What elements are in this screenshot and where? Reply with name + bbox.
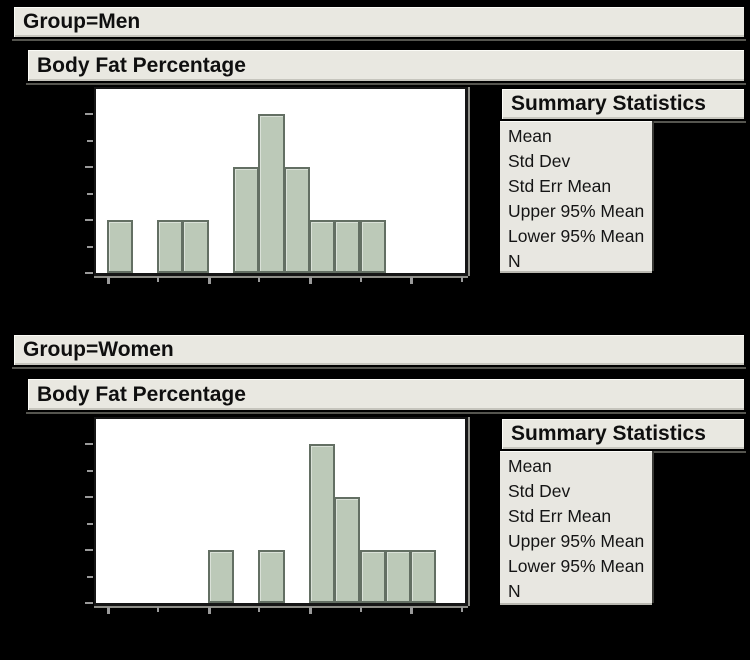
y-axis-tick: [85, 602, 93, 604]
group-header-men[interactable]: Group=Men: [12, 5, 746, 39]
x-axis-tick: [308, 607, 312, 614]
summary-stat-label: Std Dev: [508, 481, 571, 501]
summary-stat-label: Upper 95% Mean: [508, 201, 645, 221]
x-axis-tick: [157, 607, 160, 612]
summary-stat-label: N: [508, 251, 521, 271]
y-axis-tick: [85, 113, 93, 115]
variable-header-men[interactable]: Body Fat Percentage: [26, 48, 746, 83]
x-axis-tick: [460, 607, 463, 612]
variable-header-women[interactable]: Body Fat Percentage: [26, 377, 746, 412]
y-axis-tick: [85, 166, 93, 168]
summary-statistics-table-men: Mean Std Dev Std Err Mean Upper 95% Mean…: [500, 121, 652, 271]
summary-stat-label: Mean: [508, 456, 552, 476]
histogram-bar[interactable]: [308, 220, 336, 273]
summary-stat-label: Lower 95% Mean: [508, 226, 645, 246]
group-header-women-label: Group=Women: [23, 338, 174, 361]
x-axis-tick: [359, 607, 362, 612]
histogram-bar[interactable]: [207, 550, 234, 603]
y-axis-tick: [87, 575, 93, 578]
x-axis-tick: [258, 607, 261, 612]
histogram-bar[interactable]: [182, 220, 209, 273]
group-header-women[interactable]: Group=Women: [12, 333, 746, 367]
histogram-plot-men: [85, 87, 468, 284]
histogram-bar[interactable]: [384, 550, 412, 603]
y-axis-tick: [85, 219, 93, 221]
y-axis-tick: [85, 549, 93, 551]
variable-header-men-label: Body Fat Percentage: [37, 53, 246, 77]
summary-statistics-header-women-label: Summary Statistics: [511, 422, 706, 445]
summary-statistics-table-women: Mean Std Dev Std Err Mean Upper 95% Mean…: [500, 451, 652, 603]
x-axis-tick: [106, 277, 110, 284]
x-axis-tick: [410, 607, 414, 614]
y-axis-tick: [85, 496, 93, 498]
x-axis-tick: [207, 607, 211, 614]
histogram-bar[interactable]: [258, 114, 285, 273]
y-axis-tick: [87, 192, 93, 195]
y-axis-tick: [87, 139, 93, 142]
histogram-bar[interactable]: [308, 444, 336, 603]
histogram-bar[interactable]: [334, 220, 361, 273]
x-axis-tick: [157, 277, 160, 282]
x-axis-tick: [359, 277, 362, 282]
summary-stat-label: Std Dev: [508, 151, 571, 171]
x-axis-tick: [258, 277, 261, 282]
histogram-bar[interactable]: [359, 220, 386, 273]
summary-stat-label: Std Err Mean: [508, 506, 612, 526]
summary-statistics-header-men[interactable]: Summary Statistics: [500, 87, 746, 121]
x-axis-tick: [207, 277, 211, 284]
y-axis-tick: [87, 469, 93, 472]
summary-stat-label: Mean: [508, 126, 552, 146]
histogram-bar[interactable]: [106, 220, 133, 273]
histogram-bar[interactable]: [334, 497, 361, 603]
x-axis-tick: [106, 607, 110, 614]
y-axis-tick: [87, 522, 93, 525]
histogram-bar[interactable]: [410, 550, 437, 603]
group-header-men-label: Group=Men: [23, 10, 141, 33]
histogram-bar[interactable]: [233, 167, 260, 273]
x-axis-tick: [460, 277, 463, 282]
y-axis-tick: [87, 245, 93, 248]
histogram-bar[interactable]: [359, 550, 386, 603]
histogram-bar[interactable]: [258, 550, 285, 603]
variable-header-women-label: Body Fat Percentage: [37, 382, 246, 406]
y-axis-tick: [85, 443, 93, 445]
histogram-plot-women: [85, 417, 468, 614]
histogram-plot-area-men: [85, 89, 465, 284]
summary-statistics-header-men-label: Summary Statistics: [511, 92, 706, 115]
summary-stat-label: Std Err Mean: [508, 176, 612, 196]
summary-stat-label: Lower 95% Mean: [508, 556, 645, 576]
x-axis-tick: [308, 277, 312, 284]
summary-stat-label: Upper 95% Mean: [508, 531, 645, 551]
y-axis-tick: [85, 272, 93, 274]
histogram-plot-area-women: [85, 419, 465, 614]
summary-statistics-header-women[interactable]: Summary Statistics: [500, 417, 746, 451]
x-axis-tick: [410, 277, 414, 284]
histogram-bar[interactable]: [283, 167, 310, 273]
histogram-bar[interactable]: [157, 220, 184, 273]
summary-stat-label: N: [508, 581, 521, 601]
